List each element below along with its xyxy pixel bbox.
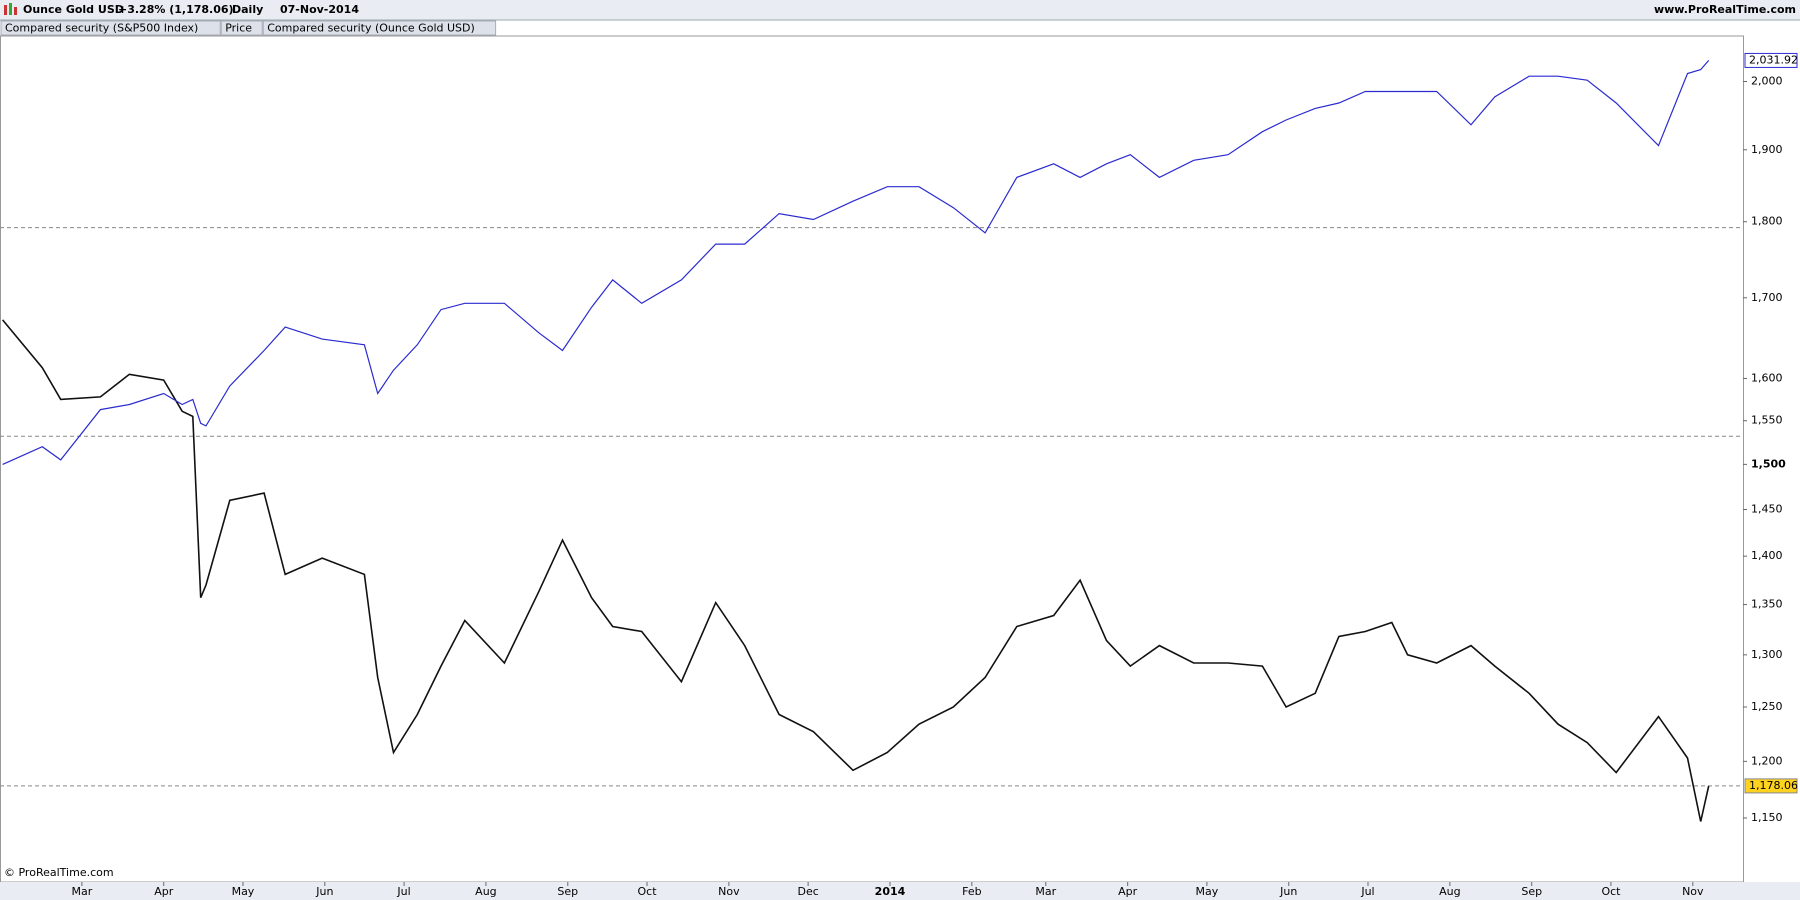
legend-label: Price [225, 22, 252, 35]
x-tick-label: May [1196, 885, 1219, 898]
y-tick-label: 1,800 [1751, 215, 1783, 228]
x-tick-label: Aug [475, 885, 496, 898]
last-value-box [1744, 778, 1798, 794]
x-axis-bar [0, 882, 1800, 900]
last-value-label: 2,031.92 [1749, 53, 1798, 66]
chart-title: Ounce Gold USD [23, 3, 124, 16]
header-bar [0, 0, 1800, 20]
x-tick-label: Oct [638, 885, 658, 898]
x-tick-label: Nov [718, 885, 740, 898]
x-tick-label: Sep [1521, 885, 1542, 898]
x-tick-label: Jul [396, 885, 410, 898]
legend-label: Compared security (S&P500 Index) [5, 22, 198, 35]
x-tick-label: 2014 [875, 885, 906, 898]
x-tick-label: Feb [962, 885, 981, 898]
y-tick-label: 1,400 [1751, 549, 1783, 562]
x-tick-label: Mar [1035, 885, 1056, 898]
x-tick-label: Oct [1601, 885, 1621, 898]
icon [14, 7, 17, 15]
website: www.ProRealTime.com [1654, 3, 1796, 16]
y-tick-label: 1,700 [1751, 291, 1783, 304]
legend-tab [0, 20, 221, 36]
series-line [1, 319, 1710, 822]
y-tick-label: 1,550 [1751, 414, 1783, 427]
last-value-label: 1,178.06 [1749, 779, 1798, 792]
y-tick-label: 1,150 [1751, 811, 1783, 824]
y-tick-label: 1,600 [1751, 371, 1783, 384]
y-tick-label: 1,250 [1751, 700, 1783, 713]
change: +3.28% (1,178.06) [118, 3, 234, 16]
period: Daily [232, 3, 263, 16]
plot-area [0, 35, 1744, 883]
series-line [2, 60, 1710, 465]
y-tick-label: 1,300 [1751, 648, 1783, 661]
footer: © ProRealTime.com [4, 866, 114, 879]
y-tick-label: 1,500 [1751, 457, 1786, 470]
x-tick-label: Apr [1118, 885, 1138, 898]
x-tick-label: Jul [1360, 885, 1374, 898]
x-tick-label: May [232, 885, 255, 898]
x-tick-label: Aug [1439, 885, 1460, 898]
y-tick-label: 2,000 [1751, 74, 1783, 87]
x-tick-label: Mar [71, 885, 92, 898]
icon [4, 5, 7, 15]
last-value-box [1744, 52, 1798, 68]
x-tick-label: Jun [315, 885, 333, 898]
legend-tab [220, 20, 263, 36]
y-tick-label: 1,450 [1751, 502, 1783, 515]
x-tick-label: Sep [557, 885, 578, 898]
y-tick-label: 1,350 [1751, 598, 1783, 611]
date: 07-Nov-2014 [280, 3, 359, 16]
y-tick-label: 1,200 [1751, 754, 1783, 767]
x-tick-label: Jun [1279, 885, 1297, 898]
legend-label: Compared security (Ounce Gold USD) [267, 22, 475, 35]
legend-tab [262, 20, 497, 36]
x-tick-label: Apr [154, 885, 174, 898]
x-tick-label: Dec [797, 885, 818, 898]
x-tick-label: Nov [1682, 885, 1704, 898]
y-tick-label: 1,900 [1751, 143, 1783, 156]
icon [9, 3, 12, 15]
